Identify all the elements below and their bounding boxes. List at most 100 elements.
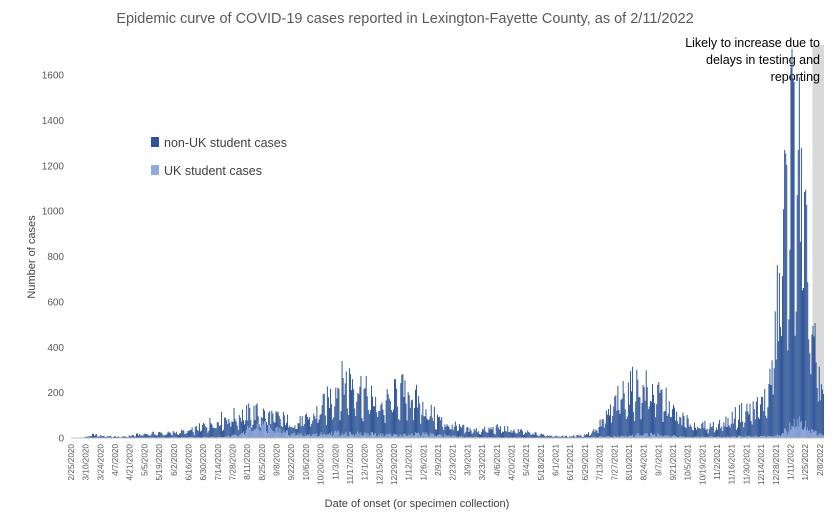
bar-non-uk bbox=[234, 418, 236, 438]
bar-uk bbox=[225, 436, 227, 438]
bar-non-uk bbox=[470, 430, 472, 438]
bar-non-uk bbox=[374, 406, 376, 438]
bar-non-uk bbox=[771, 360, 773, 438]
bar-uk bbox=[650, 432, 652, 438]
bar-uk bbox=[384, 435, 386, 438]
bar-uk bbox=[270, 427, 272, 438]
bar-uk bbox=[703, 436, 705, 438]
bar-uk bbox=[754, 435, 756, 438]
bar-uk bbox=[693, 436, 695, 438]
bar-uk bbox=[294, 432, 296, 438]
bar-uk bbox=[659, 435, 661, 438]
bar-non-uk bbox=[409, 407, 411, 438]
bar-non-uk bbox=[314, 416, 316, 438]
bar-uk bbox=[410, 433, 412, 438]
bar-uk bbox=[816, 435, 818, 438]
x-tick-label: 6/16/2020 bbox=[185, 444, 194, 481]
bar-uk bbox=[211, 436, 213, 438]
bar-uk bbox=[419, 434, 421, 438]
bar-uk bbox=[325, 434, 327, 438]
bar-non-uk bbox=[569, 436, 571, 438]
bar-non-uk bbox=[723, 422, 725, 438]
bar-uk bbox=[420, 436, 422, 438]
bar-non-uk bbox=[231, 421, 233, 438]
bar-uk bbox=[772, 436, 774, 438]
bar-non-uk bbox=[150, 434, 152, 438]
bar-non-uk bbox=[746, 403, 748, 438]
bar-non-uk bbox=[787, 350, 789, 438]
bar-uk bbox=[317, 436, 319, 438]
x-tick-label: 4/21/2020 bbox=[126, 444, 135, 481]
bar-uk bbox=[444, 434, 446, 438]
bar-non-uk bbox=[369, 410, 371, 438]
bar-uk bbox=[203, 436, 205, 438]
bar-non-uk bbox=[492, 426, 494, 438]
bar-uk bbox=[770, 435, 772, 438]
bar-uk bbox=[796, 419, 798, 438]
bar-uk bbox=[751, 436, 753, 438]
bar-uk bbox=[771, 436, 773, 438]
bar-uk bbox=[453, 436, 455, 438]
bar-non-uk bbox=[431, 417, 433, 438]
bar-uk bbox=[672, 434, 674, 438]
bar-non-uk bbox=[445, 426, 447, 438]
bar-non-uk bbox=[412, 420, 414, 438]
bar-non-uk bbox=[702, 422, 704, 438]
bar-non-uk bbox=[191, 427, 193, 438]
bar-uk bbox=[623, 436, 625, 438]
bar-non-uk bbox=[627, 382, 629, 438]
bar-uk bbox=[257, 423, 259, 438]
bar-non-uk bbox=[814, 323, 816, 438]
bar-non-uk bbox=[686, 414, 688, 438]
bar-non-uk bbox=[509, 432, 511, 438]
bar-uk bbox=[385, 433, 387, 438]
bar-non-uk bbox=[248, 403, 250, 438]
bar-non-uk bbox=[502, 431, 504, 438]
bar-uk bbox=[820, 433, 822, 438]
bar-non-uk bbox=[100, 434, 102, 438]
bar-non-uk bbox=[808, 339, 810, 438]
bar-uk bbox=[281, 432, 283, 438]
bar-uk bbox=[449, 436, 451, 438]
bar-non-uk bbox=[741, 402, 743, 438]
bar-non-uk bbox=[99, 436, 101, 438]
bar-non-uk bbox=[640, 419, 642, 438]
bar-uk bbox=[312, 434, 314, 438]
bar-non-uk bbox=[311, 423, 313, 438]
bar-uk bbox=[602, 436, 604, 438]
bar-non-uk bbox=[298, 423, 300, 438]
bar-series bbox=[74, 49, 824, 439]
bar-non-uk bbox=[165, 434, 167, 438]
bar-non-uk bbox=[643, 387, 645, 438]
bar-non-uk bbox=[91, 434, 93, 438]
bar-non-uk bbox=[532, 433, 534, 438]
bar-uk bbox=[428, 436, 430, 438]
bar-non-uk bbox=[273, 421, 275, 438]
bar-uk bbox=[313, 433, 315, 438]
bar-non-uk bbox=[687, 418, 689, 438]
bar-non-uk bbox=[442, 426, 444, 438]
bar-non-uk bbox=[230, 426, 232, 438]
bar-non-uk bbox=[574, 436, 576, 438]
bar-non-uk bbox=[154, 434, 156, 438]
bar-non-uk bbox=[689, 424, 691, 438]
bar-non-uk bbox=[188, 430, 190, 438]
bar-uk bbox=[431, 433, 433, 438]
bar-non-uk bbox=[296, 428, 298, 438]
bar-non-uk bbox=[446, 424, 448, 438]
bar-non-uk bbox=[749, 403, 751, 438]
bar-uk bbox=[799, 422, 801, 438]
bar-non-uk bbox=[294, 425, 296, 438]
bar-non-uk bbox=[434, 429, 436, 438]
bar-non-uk bbox=[805, 189, 807, 438]
bar-non-uk bbox=[201, 430, 203, 438]
bar-non-uk bbox=[146, 433, 148, 438]
bar-non-uk bbox=[717, 429, 719, 438]
bar-non-uk bbox=[180, 433, 182, 438]
bar-non-uk bbox=[553, 436, 555, 438]
bar-uk bbox=[300, 433, 302, 438]
bar-non-uk bbox=[274, 422, 276, 438]
bar-uk bbox=[697, 436, 699, 438]
bar-uk bbox=[607, 436, 609, 438]
bar-uk bbox=[412, 435, 414, 438]
